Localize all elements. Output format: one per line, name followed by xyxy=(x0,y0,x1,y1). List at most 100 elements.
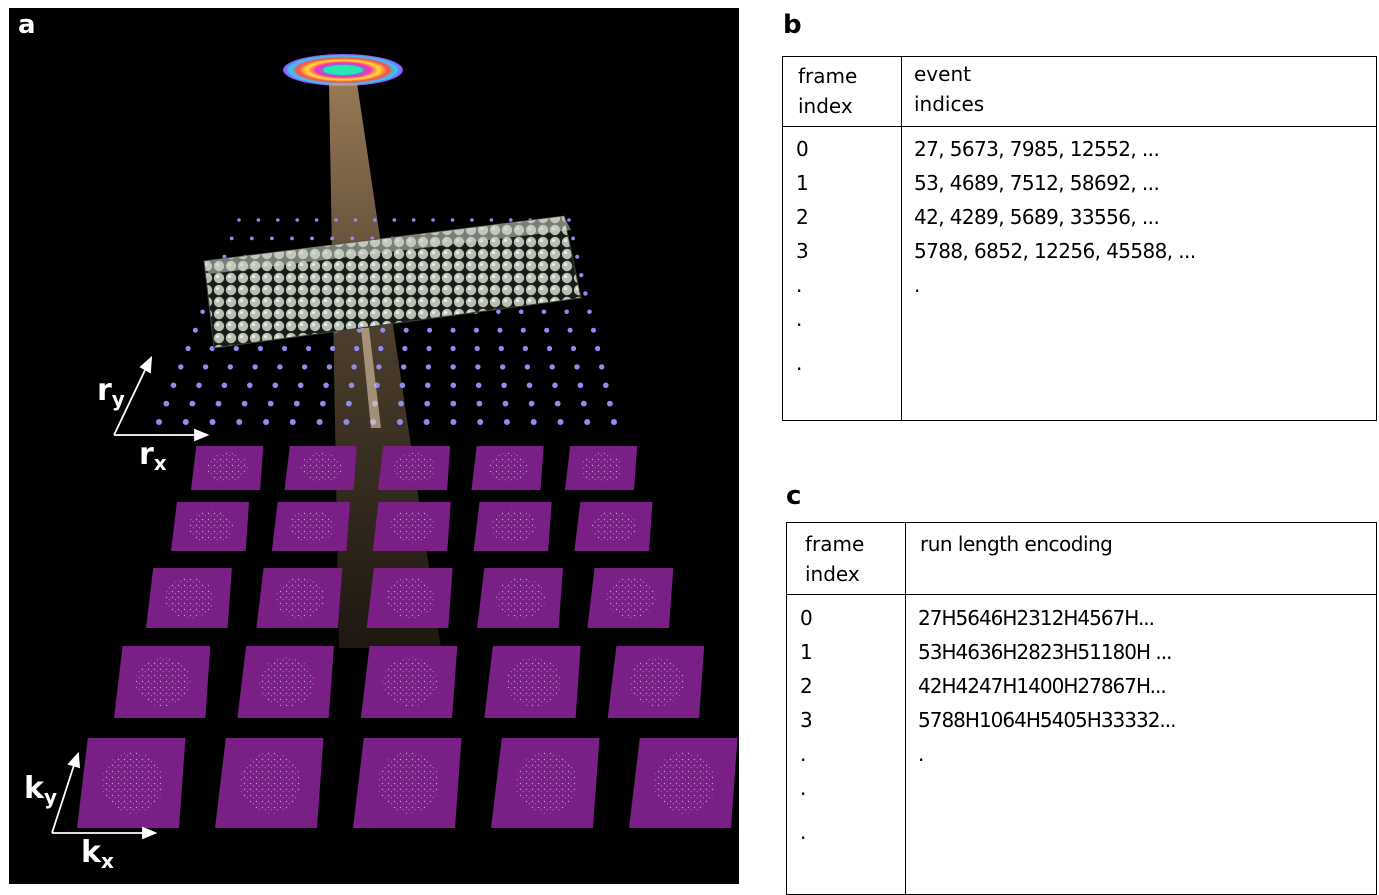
probe-position-dot xyxy=(450,400,457,407)
diffraction-pattern xyxy=(580,453,623,483)
electron-beam xyxy=(329,83,441,648)
event-indices-row-3: 5788, 6852, 12256, 45588, ... xyxy=(914,239,1196,263)
ky-axis-label: ky xyxy=(24,771,57,809)
probe-position-dot xyxy=(575,254,580,259)
probe-position-dot xyxy=(237,218,241,222)
probe-position-dot xyxy=(247,382,253,389)
probe-position-dot xyxy=(229,236,234,241)
probe-position-dot xyxy=(263,419,270,425)
probe-position-dot xyxy=(222,254,227,259)
probe-position-dot xyxy=(249,236,254,241)
probe-position-dot xyxy=(330,236,334,241)
probe-position-dot xyxy=(270,236,274,241)
probe-position-dot xyxy=(323,382,329,389)
probe-position-dot xyxy=(334,218,338,222)
probe-position-dot xyxy=(192,327,198,333)
probe-position-dot xyxy=(544,327,550,333)
probe-position-dot xyxy=(570,345,577,352)
probe-position-dot xyxy=(256,218,261,222)
diffraction-pattern xyxy=(515,752,577,814)
probe-position-dot xyxy=(427,327,433,333)
probe-position-dot xyxy=(353,218,358,222)
probe-position-dot xyxy=(392,218,397,222)
probe-position-dot xyxy=(557,419,564,425)
probe-position-dot xyxy=(431,218,435,222)
probe-position-dot xyxy=(233,345,239,352)
diffraction-pattern xyxy=(390,509,435,544)
probe-position-dot xyxy=(354,345,360,352)
probe-position-dot xyxy=(378,345,384,352)
probe-position-dot xyxy=(541,309,547,315)
rle-row-1: 53H4636H2823H51180H ... xyxy=(918,640,1172,664)
ellipsis-dot: . xyxy=(800,742,807,766)
probe-position-dot xyxy=(528,400,535,407)
probe-position-dot xyxy=(603,382,609,389)
probe-position-dot xyxy=(293,400,300,407)
probe-position-dot xyxy=(289,419,296,425)
probe-position-dot xyxy=(475,382,482,389)
probe-position-dot xyxy=(305,345,312,352)
probe-position-dot xyxy=(398,400,404,407)
probe-position-dot xyxy=(350,236,355,241)
panel-b-letter: b xyxy=(783,10,802,40)
probe-position-dot xyxy=(170,382,177,389)
probe-position-dot xyxy=(295,218,300,222)
probe-position-dot xyxy=(277,364,283,370)
probe-position-dot xyxy=(424,400,431,407)
4d-stem-scene xyxy=(51,54,738,840)
ry-axis-label: ry xyxy=(97,373,125,411)
diffraction-pattern xyxy=(239,752,301,814)
probe-position-dot xyxy=(564,309,569,315)
diffraction-pattern xyxy=(606,577,656,619)
probe-position-dot xyxy=(599,364,605,370)
diffraction-pattern xyxy=(101,752,163,814)
probe-position-dot xyxy=(526,382,533,389)
probe-position-dot xyxy=(518,309,524,315)
event-indices-header: event indices xyxy=(901,56,1377,127)
frame-index-2: 2 xyxy=(800,674,813,698)
diffraction-pattern xyxy=(188,509,234,544)
frame-index-header: frame index xyxy=(786,522,906,595)
diffraction-pattern xyxy=(591,509,637,544)
probe-position-dot xyxy=(373,218,377,222)
probe-position-dot xyxy=(554,400,561,407)
ellipsis-dot: . xyxy=(918,742,924,766)
event-indices-row-0: 27, 5673, 7985, 12552, ... xyxy=(914,137,1160,161)
probe-position-dot xyxy=(310,236,314,241)
probe-position-dot xyxy=(450,419,457,425)
probe-position-dot xyxy=(396,419,403,425)
probe-position-dot xyxy=(403,327,409,333)
probe-position-dot xyxy=(450,382,457,389)
probe-position-dot xyxy=(314,218,319,222)
probe-position-dot xyxy=(450,218,455,222)
probe-position-dot xyxy=(425,382,431,389)
probe-position-dot xyxy=(343,419,350,425)
frame-index-0: 0 xyxy=(800,606,813,630)
probe-position-dot xyxy=(272,382,279,389)
probe-position-dot xyxy=(281,345,288,352)
probe-position-dot xyxy=(227,364,233,370)
probe-position-dot xyxy=(330,345,336,352)
probe-position-dot xyxy=(348,382,355,389)
diffraction-pattern xyxy=(506,657,561,707)
rx-axis-label: rx xyxy=(139,437,167,475)
probe-position-dot xyxy=(297,382,304,389)
probe-position-dot xyxy=(182,419,189,425)
diffraction-pattern-grid xyxy=(77,446,738,828)
probe-position-dot xyxy=(380,327,386,333)
probe-position-dot xyxy=(503,419,510,425)
diffraction-pattern xyxy=(275,577,325,619)
probe-position-dot xyxy=(591,327,596,333)
ellipsis-dot: . xyxy=(796,307,803,331)
probe-position-dot xyxy=(567,327,573,333)
probe-position-dot xyxy=(595,345,601,352)
probe-position-dot xyxy=(489,218,494,222)
probe-position-dot xyxy=(290,236,294,241)
probe-position-dot xyxy=(500,364,506,370)
electron-beam-core xyxy=(361,328,381,428)
probe-position-dot xyxy=(411,218,416,222)
probe-position-dot xyxy=(584,419,591,425)
probe-position-dot xyxy=(474,345,480,352)
frame-index-column: 0 1 2 3 . . . xyxy=(786,594,906,895)
probe-position-dot xyxy=(509,218,513,222)
